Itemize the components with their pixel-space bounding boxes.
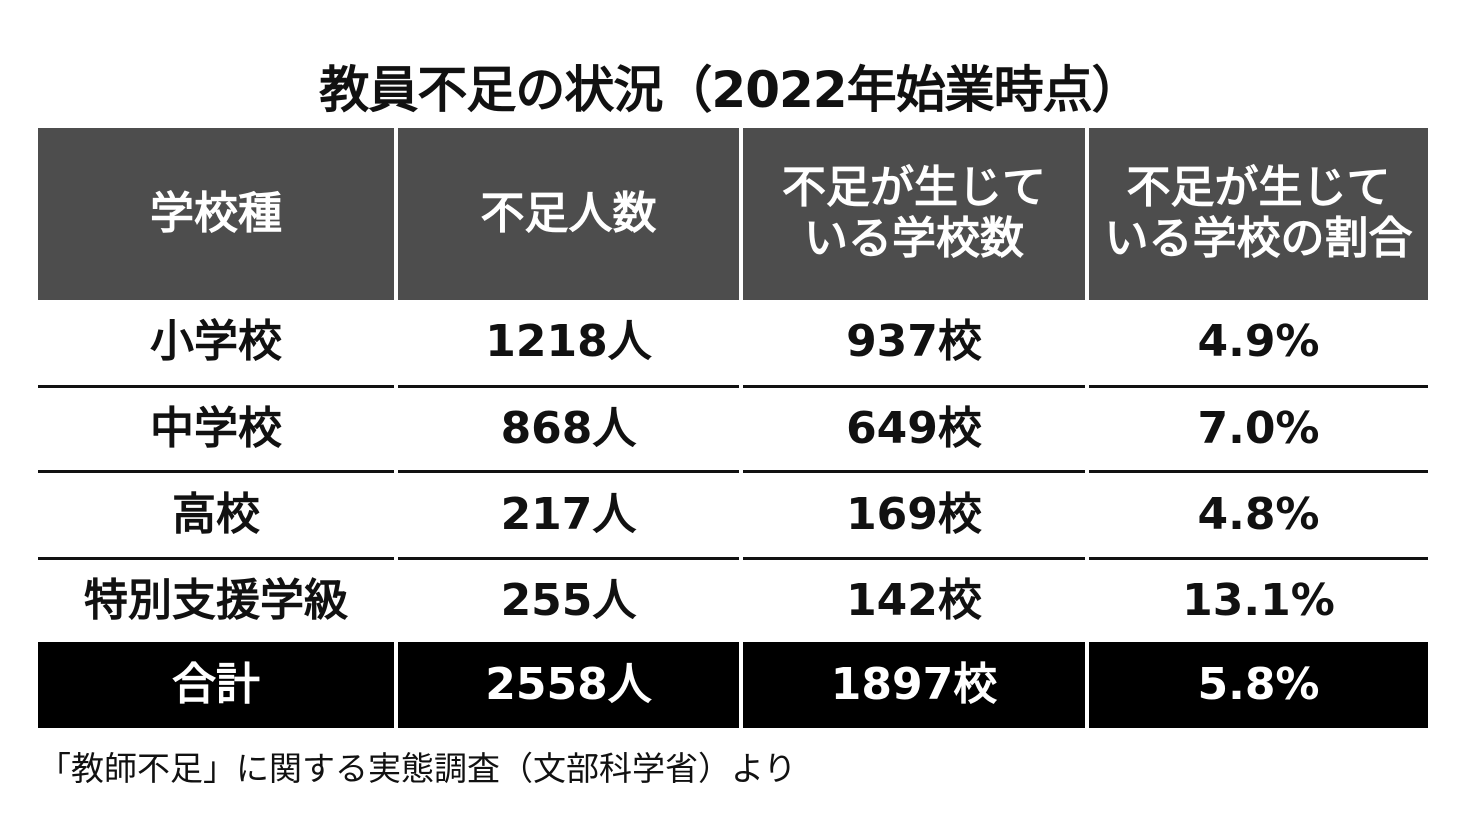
source-note: 「教師不足」に関する実態調査（文部科学省）より	[38, 749, 797, 788]
header-cell: 不足が生じて いる学校の割合	[1089, 128, 1428, 300]
table-cell: 937校	[743, 300, 1085, 385]
title: 教員不足の状況（2022年始業時点）	[319, 61, 1141, 119]
table-cell: 217人	[398, 470, 739, 557]
header-cell: 学校種	[38, 128, 394, 300]
table-cell: 高校	[38, 470, 394, 557]
table-cell: 255人	[398, 557, 739, 642]
table-cell: 特別支援学級	[38, 557, 394, 642]
total-cell: 5.8%	[1089, 642, 1428, 728]
table-cell: 4.9%	[1089, 300, 1428, 385]
table-cell: 169校	[743, 470, 1085, 557]
table-cell: 小学校	[38, 300, 394, 385]
table-cell: 868人	[398, 385, 739, 470]
total-cell: 合計	[38, 642, 394, 728]
table-cell: 13.1%	[1089, 557, 1428, 642]
table-cell: 7.0%	[1089, 385, 1428, 470]
table: 学校種 不足人数 不足が生じて いる学校数 不足が生じて いる学校の割合小学校 1218…	[38, 128, 1428, 728]
total-cell: 1897校	[743, 642, 1085, 728]
table-cell: 649校	[743, 385, 1085, 470]
table-cell: 142校	[743, 557, 1085, 642]
table-cell: 4.8%	[1089, 470, 1428, 557]
total-cell: 2558人	[398, 642, 739, 728]
header-cell: 不足が生じて いる学校数	[743, 128, 1085, 300]
table-cell: 中学校	[38, 385, 394, 470]
table-cell: 1218人	[398, 300, 739, 385]
header-cell: 不足人数	[398, 128, 739, 300]
